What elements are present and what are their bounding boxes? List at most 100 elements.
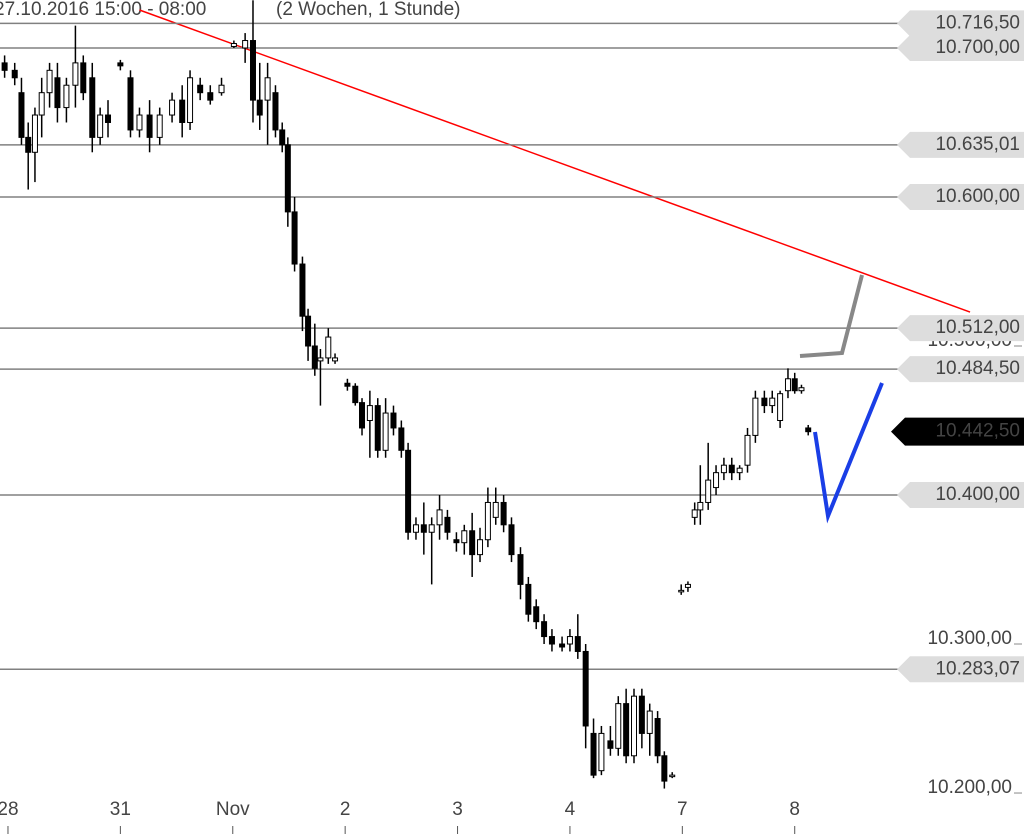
- candle-body: [1, 62, 8, 71]
- candle-body: [669, 774, 676, 778]
- candle-body: [691, 509, 698, 518]
- candle-body: [390, 412, 397, 429]
- candle-body: [264, 77, 271, 101]
- candle-body: [744, 434, 751, 466]
- candle-body: [428, 524, 435, 533]
- candle-body: [623, 703, 630, 757]
- candle-body: [548, 636, 555, 645]
- candle-body: [256, 99, 263, 116]
- level-tag: [897, 656, 1024, 683]
- candle-body: [469, 530, 476, 556]
- level-label: 10.600,00: [935, 186, 1020, 207]
- candle-body: [136, 114, 143, 131]
- candle-body: [359, 402, 366, 429]
- candle-body: [46, 69, 53, 94]
- candle-body: [284, 144, 291, 213]
- level-tag: [897, 315, 1024, 342]
- candle-body: [242, 40, 249, 49]
- x-tick-label: 4: [565, 799, 576, 820]
- candle-body: [311, 345, 318, 369]
- level-tag: [897, 482, 1024, 509]
- candle-body: [508, 524, 515, 556]
- candle-body: [105, 114, 112, 123]
- candle-body: [63, 84, 70, 109]
- drawn-checkmark: [813, 382, 884, 524]
- level-label: 10.400,00: [935, 484, 1020, 505]
- candle-body: [559, 643, 566, 648]
- candle-body: [25, 136, 32, 153]
- candle-body: [352, 385, 359, 404]
- level-tag: [897, 34, 1024, 61]
- x-tick-label: 3: [452, 799, 463, 820]
- x-tick-label: 8: [789, 799, 800, 820]
- candle-body: [18, 92, 25, 138]
- level-tag: [897, 131, 1024, 158]
- current-price-label: 10.442,50: [935, 421, 1020, 442]
- candle-body: [713, 472, 720, 489]
- candle-body: [500, 501, 507, 526]
- candle-body: [477, 539, 484, 556]
- candle-body: [598, 732, 605, 772]
- candle-body: [366, 405, 373, 422]
- candle-body: [156, 114, 163, 138]
- candle-body: [382, 412, 389, 451]
- candle-body: [207, 92, 214, 101]
- candle-body: [80, 62, 87, 94]
- candle-body: [607, 740, 614, 749]
- candle-body: [89, 77, 96, 138]
- candle-body: [169, 99, 176, 116]
- candle-body: [654, 718, 661, 757]
- candle-body: [777, 393, 784, 422]
- candle-body: [332, 357, 339, 362]
- candle-body: [72, 62, 79, 86]
- candle-body: [533, 606, 540, 623]
- candle-body: [517, 554, 524, 585]
- candle-body: [405, 449, 412, 533]
- candle-body: [325, 336, 332, 359]
- candle-body: [541, 621, 548, 638]
- candle-body: [525, 583, 532, 615]
- y-tick-label: 10.300,00: [927, 628, 1012, 649]
- x-tick-label: 7: [677, 799, 688, 820]
- candle-body: [197, 84, 204, 94]
- candle-body: [646, 710, 653, 734]
- candle-body: [720, 464, 727, 474]
- x-tick-label: 2: [340, 799, 351, 820]
- chart-subtitle: (2 Wochen, 1 Stunde): [276, 0, 460, 20]
- candle-body: [230, 43, 237, 47]
- candle-body: [398, 427, 405, 451]
- candle-body: [127, 77, 134, 131]
- x-tick-label: 28: [0, 799, 19, 820]
- candle-body: [412, 524, 419, 533]
- candle-body: [420, 524, 427, 533]
- current-price-tag: [891, 417, 1024, 446]
- level-label: 10.635,01: [935, 134, 1020, 155]
- candle-body: [179, 99, 186, 123]
- candle-body: [117, 62, 124, 67]
- level-label: 10.512,00: [935, 317, 1020, 338]
- candle-body: [444, 516, 451, 533]
- candle-body: [728, 464, 735, 474]
- candle-body: [582, 650, 589, 727]
- candle-body: [684, 583, 691, 588]
- candle-body: [249, 40, 256, 101]
- candle-body: [461, 530, 468, 544]
- level-tag: [897, 356, 1024, 383]
- candle-body: [574, 636, 581, 652]
- candle-body: [761, 397, 768, 407]
- candle-body: [590, 732, 597, 776]
- level-tag: [897, 10, 1024, 37]
- candle-body: [705, 479, 712, 503]
- candle-body: [566, 636, 573, 645]
- candle-body: [38, 92, 45, 116]
- y-tick-label: 10.200,00: [927, 777, 1012, 798]
- level-tag: [897, 183, 1024, 210]
- candle-body: [97, 114, 104, 138]
- candle-body: [291, 211, 298, 265]
- candle-body: [805, 427, 812, 433]
- candle-body: [791, 378, 798, 392]
- candle-body: [736, 467, 743, 474]
- candle-body: [218, 84, 225, 94]
- candle-body: [374, 405, 381, 451]
- candle-body: [272, 92, 279, 131]
